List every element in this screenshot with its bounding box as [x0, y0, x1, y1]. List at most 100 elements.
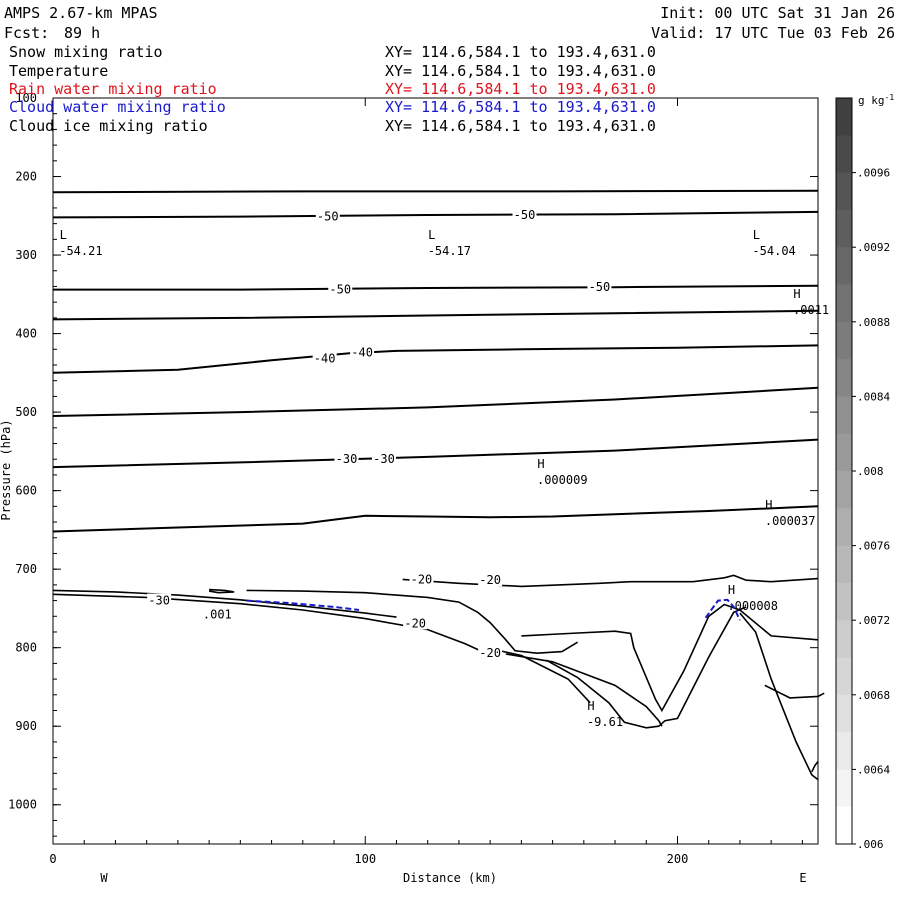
isotherm-label-bg [409, 572, 434, 586]
colorbar-level-label: .008 [857, 465, 884, 478]
isotherm-label-bg [512, 208, 537, 222]
colorbar-swatch [836, 247, 852, 285]
east-label: E [799, 871, 806, 885]
isotherm-line [53, 284, 819, 291]
x-tick-label: 100 [354, 852, 376, 866]
init-time: Init: 00 UTC Sat 31 Jan 26 [660, 4, 895, 22]
field-name-snow: Snow mixing ratio [9, 43, 163, 61]
field-name-rain: Rain water mixing ratio [9, 80, 217, 98]
colorbar-swatch [836, 471, 852, 509]
field-legend: Snow mixing ratio XY= 114.6,584.1 to 193… [9, 43, 656, 135]
y-tick-label: 300 [15, 248, 37, 262]
isotherm-line [52, 505, 819, 533]
y-tick-label: 900 [15, 719, 37, 733]
isotherm-label-bg [371, 452, 396, 466]
extremum-marker: H [537, 457, 544, 471]
colorbar-level-label: .0088 [857, 316, 890, 329]
extremum-value: -54.04 [752, 244, 795, 258]
isotherm-line [52, 344, 819, 374]
field-name-cloud-ice: Cloud ice mixing ratio [9, 117, 208, 135]
isotherm-label-bg [334, 452, 359, 466]
colorbar-swatch [836, 396, 852, 435]
isotherm-label-bg [478, 646, 503, 660]
extremum-marker: H [765, 498, 772, 512]
colorbar-level-label: .0096 [857, 167, 890, 180]
isotherm-label-bg [478, 573, 503, 587]
extremum-marker: L [753, 228, 760, 242]
isotherm-line [52, 438, 819, 469]
west-label: W [100, 871, 108, 885]
lower-contour-line [402, 574, 819, 588]
colorbar-swatch [836, 135, 852, 174]
contour-label-layer: -50 -50 -50 -50 -40 -40 -30 -30 -20 -20 -20 -20 -30 L… [59, 208, 829, 729]
y-tick-label: 600 [15, 484, 37, 498]
colorbar-level-label: .0064 [857, 763, 890, 776]
colorbar-swatch [836, 433, 852, 472]
extremum-value: -54.17 [428, 244, 471, 258]
isotherm-line [52, 189, 819, 194]
extremum-marker: H [728, 583, 735, 597]
isotherm-label: -20 [411, 572, 433, 586]
isotherm-label-bg [147, 593, 172, 607]
colorbar-level-label: .0072 [857, 614, 890, 627]
field-xy-cloud-ice: XY= 114.6,584.1 to 193.4,631.0 [385, 117, 656, 135]
colorbar-unit: g kg-1 [858, 93, 894, 107]
extremum-value: .000009 [537, 473, 588, 487]
x-tick-label: 200 [667, 852, 689, 866]
colorbar-swatch [836, 545, 852, 584]
colorbar-level-label: .0092 [857, 241, 890, 254]
lower-contour-line [545, 606, 747, 729]
extremum-value: -54.21 [59, 244, 102, 258]
isotherm-label: -40 [351, 345, 373, 359]
lower-contour-line [246, 589, 579, 655]
lower-contour-line [496, 649, 591, 704]
y-axis-label: Pressure (hPa) [0, 419, 13, 520]
colorbar-level-label: .0068 [857, 689, 890, 702]
extremum-marker: L [428, 228, 435, 242]
field-xy-cloud-water: XY= 114.6,584.1 to 193.4,631.0 [385, 98, 656, 116]
x-axis-label: Distance (km) [403, 871, 497, 885]
colorbar-level-label: .0084 [857, 390, 890, 403]
lower-contour-line [811, 761, 819, 773]
isotherm-label: -40 [314, 352, 336, 366]
isotherm-label-bg [587, 280, 612, 294]
isotherm-label-bg [315, 209, 340, 223]
colorbar-swatch [836, 209, 852, 248]
forecast-hours: 89 h [64, 24, 100, 42]
y-tick-label: 100 [15, 91, 37, 105]
isotherm-label-bg [350, 345, 375, 359]
isotherm-label: -20 [479, 573, 501, 587]
colorbar-swatch [836, 284, 852, 323]
y-tick-label: 800 [15, 641, 37, 655]
colorbar-swatch [836, 172, 852, 211]
lower-contour-line [764, 684, 825, 699]
isotherm-line [52, 386, 819, 417]
plot-frame [52, 97, 819, 845]
lower-contour-line [208, 588, 235, 594]
colorbar-swatch [836, 582, 852, 621]
isotherm-line [52, 309, 819, 321]
y-tick-label: 700 [15, 562, 37, 576]
colorbar-swatch [836, 769, 852, 808]
extremum-marker: H [587, 699, 594, 713]
isotherm-label: -50 [514, 208, 536, 222]
lower-contour-line [739, 612, 819, 781]
isotherm-label: -20 [404, 616, 426, 630]
isotherm-label: -50 [589, 280, 611, 294]
lower-contour-line [52, 593, 500, 655]
isotherm-label: -50 [317, 210, 339, 224]
axis-ticks: 100 200 300 400 500 600 700 800 900 1000 0 100 200 [8, 91, 818, 866]
contour-layer [52, 189, 825, 781]
colorbar-swatch [836, 806, 852, 845]
lower-contour-line [52, 589, 397, 618]
colorbar-level-label: .006 [857, 838, 884, 851]
lower-contour-line [521, 603, 819, 713]
isotherm-label-bg [312, 351, 337, 365]
colorbar-swatch [836, 98, 852, 136]
colorbar-swatch [836, 620, 852, 658]
extremum-marker: L [60, 228, 67, 242]
extremum-value: .0011 [793, 303, 829, 317]
field-xy-rain: XY= 114.6,584.1 to 193.4,631.0 [385, 80, 656, 98]
isotherm-label: -30 [148, 594, 170, 608]
